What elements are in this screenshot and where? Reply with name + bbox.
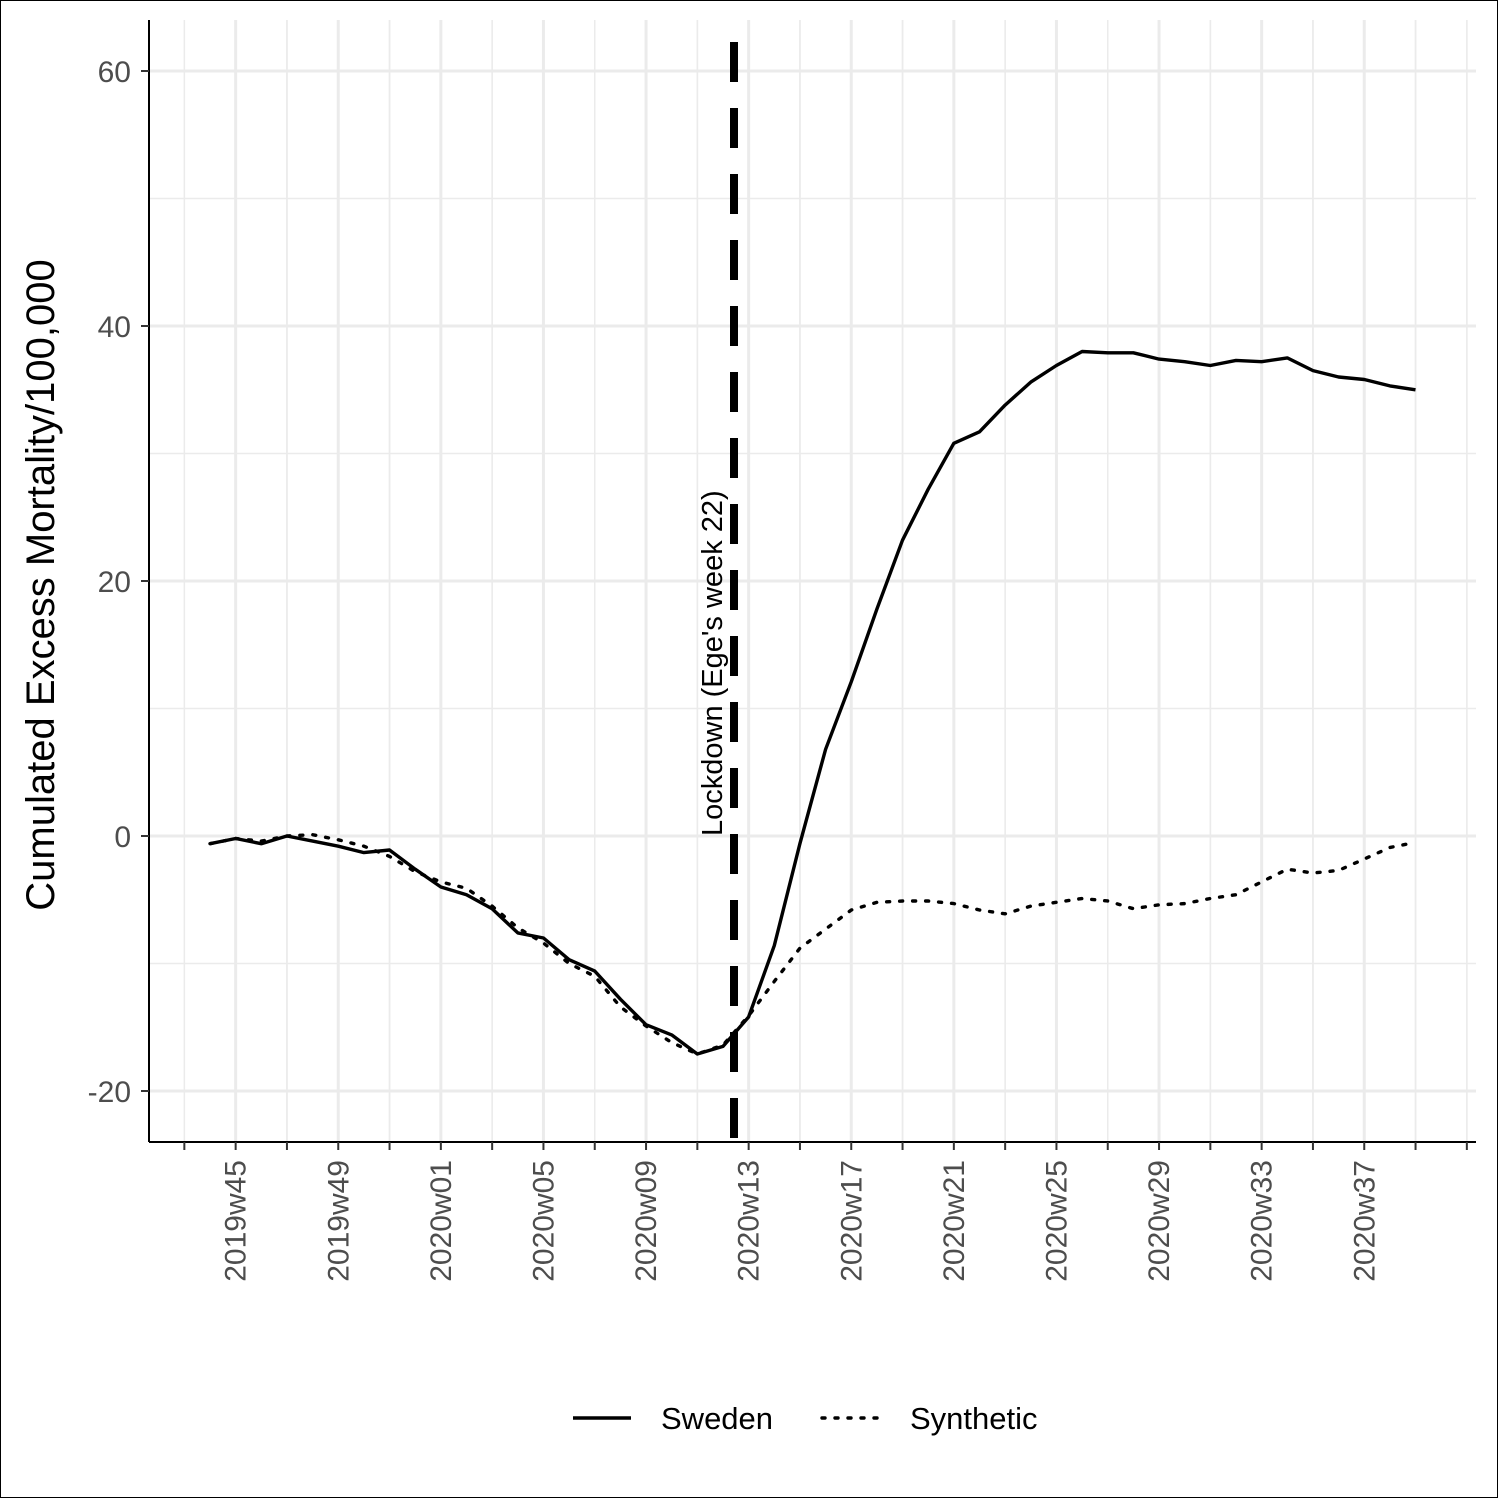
x-tick-label: 2020w01 — [425, 1160, 458, 1282]
y-tick-label: 60 — [98, 56, 131, 89]
x-tick-label: 2020w29 — [1143, 1160, 1176, 1282]
legend-label-synthetic: Synthetic — [910, 1401, 1038, 1436]
series-line-synthetic — [208, 833, 1418, 1056]
y-tick-label: 20 — [98, 566, 131, 599]
y-tick-label: 0 — [114, 821, 131, 854]
lockdown-annotation: Lockdown (Ege's week 22) — [697, 42, 738, 1142]
x-ticks: 2019w45 2019w49 2020w01 2020w05 2020w09 2020w… — [183, 1142, 1468, 1282]
y-tick-label: -20 — [88, 1076, 131, 1109]
x-tick-label: 2020w21 — [938, 1160, 971, 1282]
x-tick-label: 2020w05 — [527, 1160, 560, 1282]
series-line-sweden — [209, 349, 1416, 1056]
x-tick-label: 2019w45 — [220, 1160, 253, 1282]
y-tick-label: 40 — [98, 311, 131, 344]
x-tick-label: 2020w09 — [630, 1160, 663, 1282]
x-tick-label: 2020w37 — [1348, 1160, 1381, 1282]
x-tick-label: 2020w25 — [1040, 1160, 1073, 1282]
lockdown-label: Lockdown (Ege's week 22) — [697, 490, 729, 836]
x-tick-label: 2019w49 — [322, 1160, 355, 1282]
series — [208, 349, 1418, 1056]
x-tick-label: 2020w13 — [733, 1160, 766, 1282]
grid-lines — [149, 20, 1476, 1142]
legend-label-sweden: Sweden — [661, 1401, 773, 1436]
x-tick-label: 2020w33 — [1246, 1160, 1279, 1282]
x-tick-label: 2020w17 — [835, 1160, 868, 1282]
y-ticks: -20 0 20 40 60 — [88, 56, 149, 1109]
legend: Sweden Synthetic — [573, 1401, 1038, 1436]
y-axis-label: Cumulated Excess Mortality/100,000 — [19, 259, 63, 910]
